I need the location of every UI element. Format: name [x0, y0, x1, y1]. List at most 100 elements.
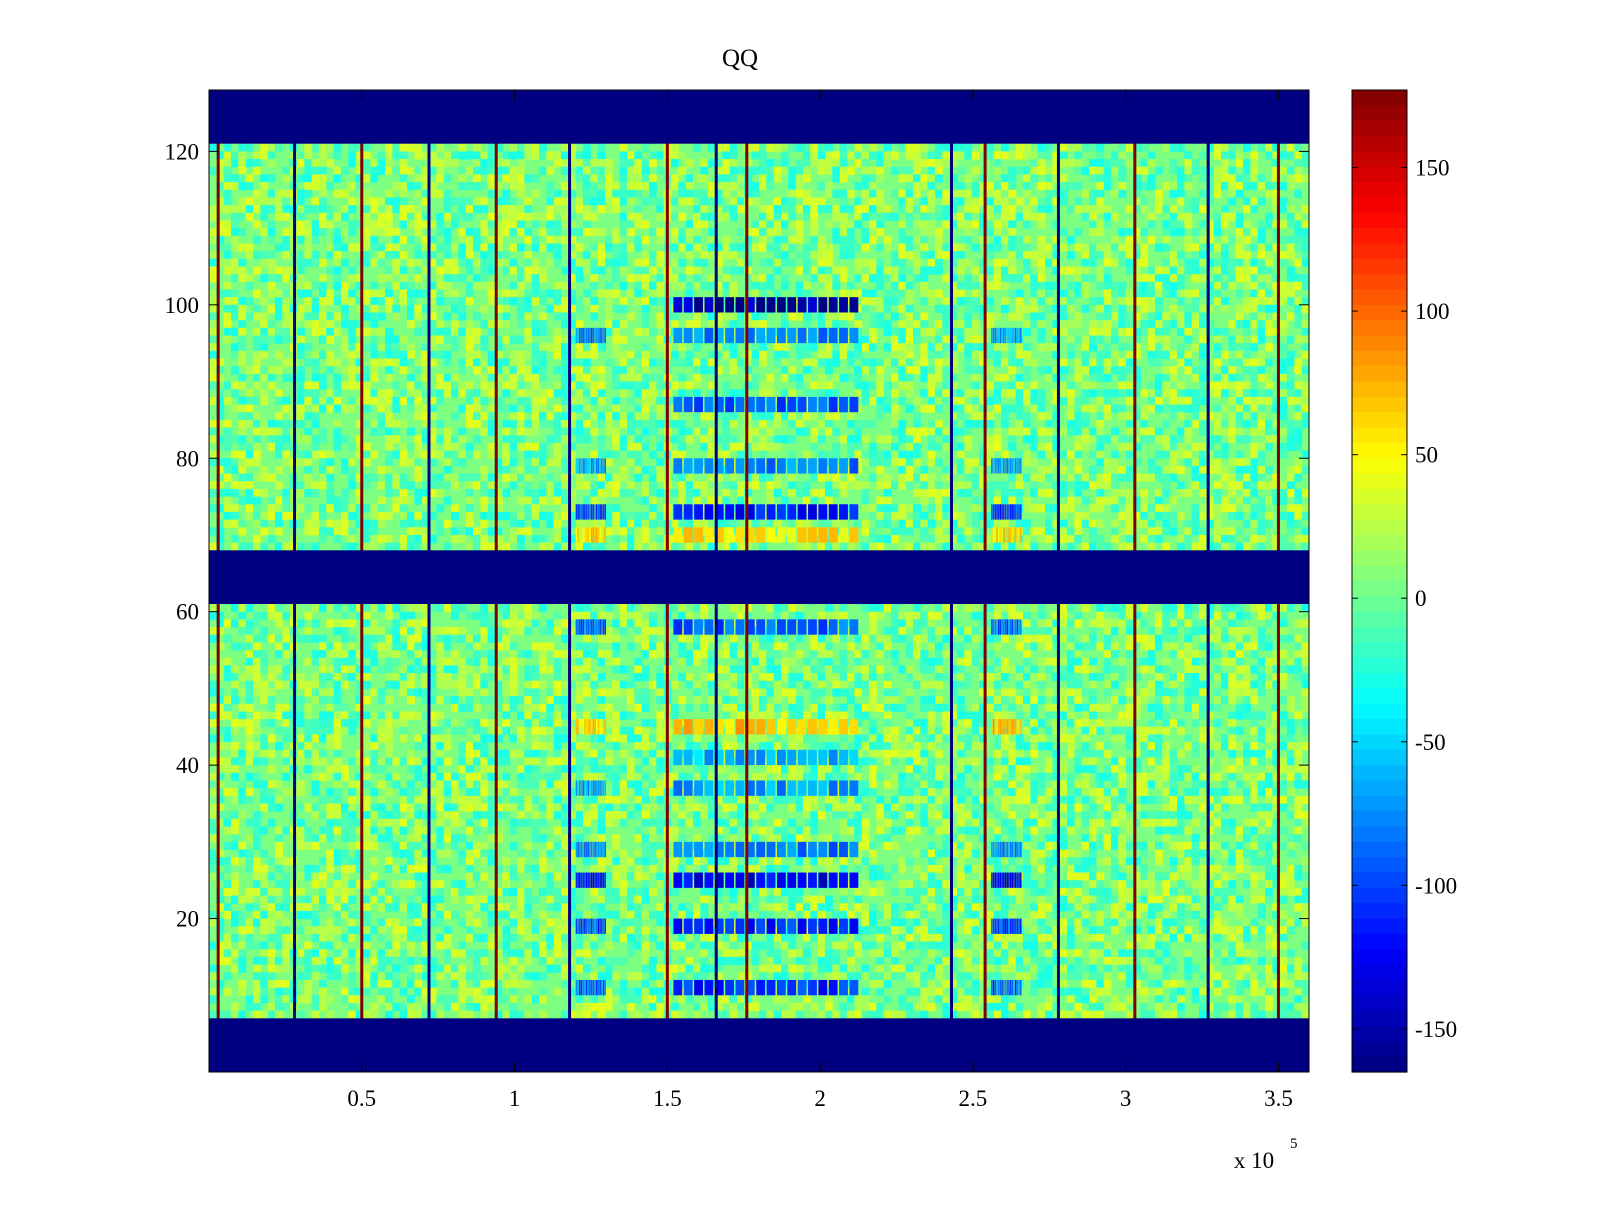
heatmap-cell [634, 174, 643, 183]
heatmap-cell [979, 404, 987, 413]
heatmap-cell [964, 335, 973, 344]
heatmap-cell [355, 197, 364, 206]
heatmap-cell [905, 358, 914, 367]
heatmap-cell [1074, 435, 1083, 444]
heatmap-cell [436, 289, 445, 298]
heatmap-cell [1287, 151, 1295, 160]
heatmap-cell [1118, 327, 1127, 336]
heatmap-cell [443, 159, 452, 168]
heatmap-cell [1008, 251, 1017, 260]
heatmap-cell [605, 159, 613, 168]
heatmap-cell [495, 258, 503, 267]
heatmap-cell [487, 212, 496, 221]
heatmap-cell [443, 251, 452, 260]
heatmap-cell [553, 258, 562, 267]
heatmap-cell [275, 212, 283, 221]
heatmap-cell [590, 343, 599, 352]
heatmap-cell [487, 289, 496, 298]
heatmap-cell [1140, 304, 1149, 313]
heatmap-cell [847, 228, 855, 237]
heatmap-cell [575, 197, 584, 206]
heatmap-cell [553, 297, 562, 306]
heatmap-cell [1257, 297, 1266, 306]
chart-title: QQ [722, 45, 758, 72]
heatmap-cell [905, 335, 914, 344]
heatmap-cell [1279, 251, 1288, 260]
heatmap-cell [1096, 373, 1105, 383]
heatmap-cell [817, 435, 826, 444]
heatmap-cell [539, 389, 547, 398]
heatmap-cell [641, 274, 650, 283]
heatmap-cell [304, 304, 313, 313]
heatmap-cell [539, 442, 547, 452]
heatmap-cell [363, 197, 371, 206]
heatmap-cell [766, 205, 775, 214]
heatmap-cell [619, 389, 628, 398]
heatmap-cell [1118, 404, 1127, 413]
heatmap-cell [245, 396, 254, 406]
heatmap-cell [1052, 235, 1061, 244]
heatmap-cell [267, 366, 276, 375]
heatmap-cell [810, 143, 819, 152]
heatmap-cell [348, 266, 357, 275]
heatmap-cell [649, 197, 657, 206]
heatmap-cell [1052, 151, 1061, 160]
heatmap-cell [531, 281, 540, 290]
heatmap-cell [458, 381, 467, 390]
heatmap-cell [487, 366, 496, 375]
heatmap-cell [634, 266, 643, 275]
heatmap-cell [957, 450, 965, 459]
heatmap-cell [531, 350, 540, 360]
heatmap-cell [260, 143, 269, 152]
heatmap-cell [1023, 350, 1031, 360]
heatmap-cell [1045, 258, 1053, 267]
heatmap-cell [363, 396, 371, 406]
heatmap-cell [700, 174, 709, 183]
heatmap-cell [553, 197, 562, 206]
heatmap-cell [1228, 266, 1237, 275]
heatmap-cell [1250, 358, 1259, 367]
heatmap-cell [502, 389, 511, 398]
heatmap-cell [949, 396, 958, 406]
heatmap-cell [1287, 465, 1295, 475]
heatmap-cell [751, 289, 760, 298]
heatmap-cell [1257, 243, 1266, 252]
heatmap-cell [1272, 404, 1281, 413]
heatmap-cell [253, 159, 261, 168]
heatmap-cell [524, 389, 533, 398]
heatmap-cell [766, 442, 775, 452]
heatmap-cell [1206, 412, 1215, 421]
heatmap-cell [319, 350, 327, 360]
heatmap-cell [429, 435, 437, 444]
heatmap-cell [590, 335, 599, 344]
heatmap-cell [847, 166, 855, 175]
heatmap-cell [656, 465, 665, 475]
heatmap-cell [1206, 320, 1215, 329]
heatmap-cell [436, 389, 445, 398]
heatmap-cell [1169, 412, 1178, 421]
heatmap-cell [1030, 166, 1039, 175]
heatmap-cell [223, 266, 232, 275]
heatmap-cell [443, 258, 452, 267]
heatmap-cell [267, 251, 276, 260]
heatmap-cell [575, 151, 584, 160]
heatmap-cell [531, 381, 540, 390]
heatmap-cell [1147, 151, 1156, 160]
heatmap-cell [825, 350, 833, 360]
heatmap-cell [1001, 235, 1009, 244]
heatmap-cell [238, 458, 247, 467]
heatmap-cell [429, 189, 437, 198]
heatmap-cell [627, 182, 635, 191]
heatmap-cell [847, 289, 855, 298]
heatmap-cell [421, 404, 430, 413]
heatmap-cell [1103, 289, 1112, 298]
heatmap-cell [1023, 396, 1031, 406]
heatmap-cell [839, 289, 848, 298]
heatmap-cell [1287, 143, 1295, 152]
heatmap-cell [260, 389, 269, 398]
heatmap-cell [1294, 366, 1303, 375]
heatmap-cell [223, 419, 232, 429]
heatmap-cell [1162, 435, 1171, 444]
heatmap-cell [1184, 404, 1193, 413]
heatmap-cell [590, 258, 599, 267]
